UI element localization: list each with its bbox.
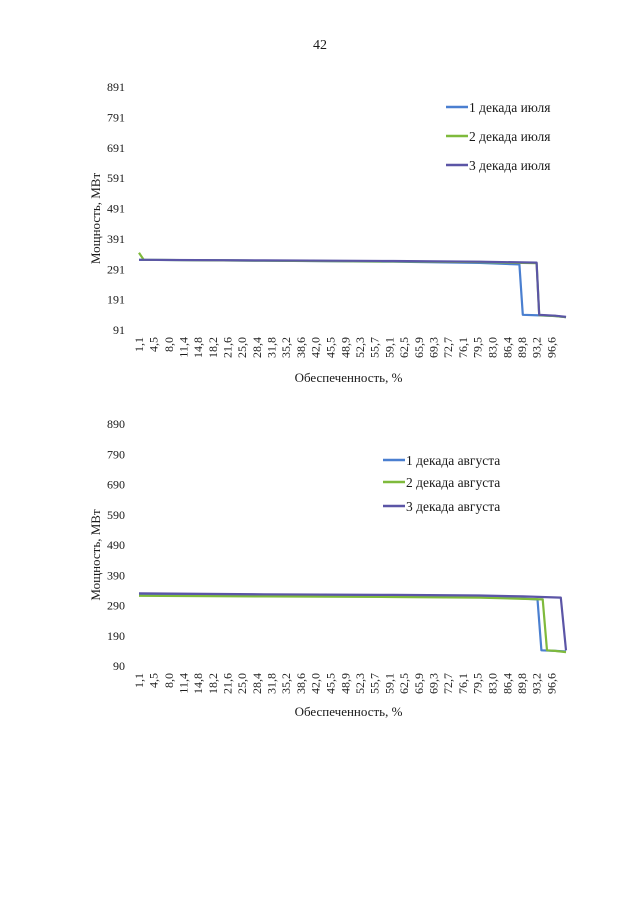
x-tick-label: 14,8 <box>191 337 205 358</box>
x-tick-label: 89,8 <box>515 673 529 694</box>
x-tick-label: 55,7 <box>368 673 382 694</box>
x-tick-label: 59,1 <box>382 337 396 358</box>
x-tick-label: 1,1 <box>132 673 146 688</box>
x-tick-label: 93,2 <box>530 673 544 694</box>
x-tick-label: 11,4 <box>176 337 190 358</box>
y-axis-title: Мощность, МВт <box>88 509 103 601</box>
y-tick-label: 790 <box>107 447 125 461</box>
x-tick-label: 4,5 <box>147 673 161 688</box>
y-tick-label: 90 <box>113 659 125 673</box>
y-tick-label: 190 <box>107 629 125 643</box>
x-tick-label: 69,3 <box>426 673 440 694</box>
y-axis-title: Мощность, МВт <box>88 173 103 265</box>
x-tick-label: 25,0 <box>235 337 249 358</box>
y-tick-label: 191 <box>107 293 125 307</box>
y-tick-label: 590 <box>107 508 125 522</box>
x-tick-label: 45,5 <box>324 337 338 358</box>
x-tick-label: 21,6 <box>221 673 235 694</box>
legend-label-3: 3 декада июля <box>469 158 551 173</box>
x-tick-label: 72,7 <box>441 673 455 694</box>
legend-label-3: 3 декада августа <box>406 499 500 514</box>
legend-label-1: 1 декада августа <box>406 453 500 468</box>
x-tick-label: 4,5 <box>147 337 161 352</box>
x-tick-label: 35,2 <box>279 673 293 694</box>
y-tick-label: 490 <box>107 538 125 552</box>
series-line-3 <box>138 592 568 651</box>
y-tick-label: 290 <box>107 599 125 613</box>
x-tick-label: 48,9 <box>338 337 352 358</box>
series-line-2 <box>138 594 567 654</box>
y-tick-label: 690 <box>107 478 125 492</box>
x-tick-label: 65,9 <box>412 673 426 694</box>
x-tick-label: 52,3 <box>353 673 367 694</box>
x-tick-label: 52,3 <box>353 337 367 358</box>
x-tick-label: 83,0 <box>486 673 500 694</box>
x-tick-label: 79,5 <box>470 337 484 358</box>
x-tick-label: 72,7 <box>441 337 455 358</box>
x-tick-label: 59,1 <box>382 673 396 694</box>
y-tick-label: 591 <box>107 171 125 185</box>
series-line-1 <box>138 258 567 319</box>
y-tick-label: 91 <box>113 323 125 337</box>
page-number: 42 <box>313 38 327 53</box>
x-axis-title: Обеспеченность, % <box>295 370 403 385</box>
x-tick-label: 1,1 <box>132 337 146 352</box>
x-tick-label: 42,0 <box>309 673 323 694</box>
x-tick-label: 8,0 <box>162 337 176 352</box>
x-tick-label: 89,8 <box>515 337 529 358</box>
y-tick-label: 291 <box>107 262 125 276</box>
legend-label-2: 2 декада июля <box>469 129 551 144</box>
x-tick-label: 86,4 <box>500 673 514 694</box>
x-tick-label: 83,0 <box>486 337 500 358</box>
x-tick-label: 18,2 <box>206 337 220 358</box>
legend-label-2: 2 декада августа <box>406 475 500 490</box>
y-tick-label: 691 <box>107 141 125 155</box>
y-tick-label: 890 <box>107 417 125 431</box>
x-tick-label: 11,4 <box>176 673 190 694</box>
x-tick-label: 76,1 <box>456 673 470 694</box>
y-tick-label: 390 <box>107 568 125 582</box>
x-tick-label: 42,0 <box>309 337 323 358</box>
x-tick-label: 45,5 <box>324 673 338 694</box>
x-tick-label: 38,6 <box>294 337 308 358</box>
x-tick-label: 14,8 <box>191 673 205 694</box>
x-tick-label: 28,4 <box>250 673 264 694</box>
x-tick-label: 76,1 <box>456 337 470 358</box>
legend-label-1: 1 декада июля <box>469 100 551 115</box>
x-tick-label: 21,6 <box>221 337 235 358</box>
series-line-1 <box>138 593 567 653</box>
x-tick-label: 93,2 <box>530 337 544 358</box>
x-tick-label: 96,6 <box>544 673 558 694</box>
series-line-3 <box>138 258 567 318</box>
x-tick-label: 25,0 <box>235 673 249 694</box>
x-tick-label: 35,2 <box>279 337 293 358</box>
x-tick-label: 18,2 <box>206 673 220 694</box>
x-tick-label: 69,3 <box>426 337 440 358</box>
y-tick-label: 891 <box>107 80 125 94</box>
x-tick-label: 65,9 <box>412 337 426 358</box>
x-tick-label: 62,5 <box>397 337 411 358</box>
x-tick-label: 55,7 <box>368 337 382 358</box>
x-tick-label: 31,8 <box>265 337 279 358</box>
y-tick-label: 491 <box>107 202 125 216</box>
y-tick-label: 391 <box>107 232 125 246</box>
x-tick-label: 79,5 <box>470 673 484 694</box>
x-tick-label: 28,4 <box>250 337 264 358</box>
x-tick-label: 8,0 <box>162 673 176 688</box>
x-tick-label: 31,8 <box>265 673 279 694</box>
x-tick-label: 48,9 <box>338 673 352 694</box>
x-tick-label: 38,6 <box>294 673 308 694</box>
x-axis-title: Обеспеченность, % <box>295 704 403 719</box>
x-tick-label: 96,6 <box>544 337 558 358</box>
x-tick-label: 62,5 <box>397 673 411 694</box>
y-tick-label: 791 <box>107 110 125 124</box>
x-tick-label: 86,4 <box>500 337 514 358</box>
